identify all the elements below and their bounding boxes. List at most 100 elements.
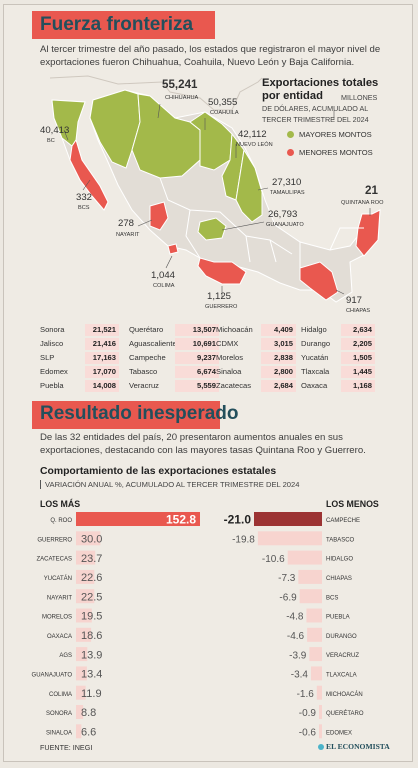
state-table-value: 21,416	[85, 338, 119, 350]
bar-top	[76, 550, 96, 565]
state-table-value: 3,015	[261, 338, 296, 350]
state-colima	[167, 243, 179, 255]
legend-dot-high	[287, 131, 294, 138]
bar-bottom	[307, 627, 322, 642]
section-title-1: Fuerza fronteriza	[40, 14, 194, 35]
bar-label-bottom: MICHOACÁN	[326, 691, 363, 698]
state-table-name: Querétaro	[129, 325, 164, 334]
bar-value-bottom: -21.0	[224, 512, 252, 526]
state-table-value: 13,507	[175, 324, 219, 336]
state-table-value: 2,634	[341, 324, 375, 336]
bar-value-top: 19.5	[81, 611, 102, 623]
bar-bottom	[309, 647, 322, 662]
bar-top	[76, 608, 92, 623]
border-line	[49, 75, 263, 111]
state-table-name: Tabasco	[129, 367, 158, 376]
leader-line	[335, 289, 345, 295]
bar-top	[76, 705, 84, 719]
bar-top	[76, 569, 95, 584]
bar-label-top: SONORA	[46, 711, 72, 717]
map-state-bcs: BCS	[78, 205, 90, 211]
bar-label-top: AGS	[59, 653, 72, 659]
map-state-tamaulipas: TAMAULIPAS	[270, 190, 305, 196]
bar-label-bottom: HIDALGO	[326, 557, 353, 563]
bar-label-bottom: CAMPECHE	[326, 518, 360, 524]
bar-label-top: MORELOS	[42, 615, 72, 621]
bar-bottom	[306, 608, 322, 623]
state-chiapas	[299, 261, 339, 301]
bar-value-top: 152.8	[166, 512, 196, 526]
legend-high: MAYORES MONTOS	[299, 130, 372, 139]
state-table-value: 17,070	[85, 366, 119, 378]
state-quintana-roo	[355, 209, 381, 257]
title-highlight-2	[32, 401, 220, 429]
bar-value-bottom: -0.9	[299, 708, 317, 719]
bar-value-top: 8.8	[81, 707, 96, 719]
state-table-value: 1,168	[341, 380, 375, 392]
map-state-bc: BC	[47, 138, 55, 144]
brand-logo-icon	[318, 744, 324, 750]
map-title: Exportaciones totales por entidad	[262, 77, 378, 103]
legend-low: MENORES MONTOS	[299, 148, 373, 157]
bar-top	[76, 589, 95, 604]
bar-value-bottom: -6.9	[279, 592, 297, 603]
bar-bottom	[287, 550, 322, 565]
bar-value-bottom: -4.6	[287, 631, 305, 642]
state-table-value: 1,505	[341, 352, 375, 364]
state-table-value: 6,674	[175, 366, 219, 378]
map-state-guerrero: GUERRERO	[205, 304, 238, 310]
chart-head-bottom: LOS MENOS	[326, 499, 379, 509]
map-title-line-1: Exportaciones totales	[262, 77, 379, 89]
state-guerrero	[197, 257, 247, 285]
state-table-value: 5,559	[175, 380, 219, 392]
bar-label-top: GUERRERO	[37, 537, 72, 543]
bar-label-bottom: EDOMEX	[326, 730, 352, 736]
chart-title: Comportamiento de las exportaciones esta…	[40, 466, 277, 477]
state-table-name: CDMX	[216, 339, 239, 348]
bar-value-bottom: -4.8	[286, 612, 304, 623]
map-subtitle-2: DE DÓLARES, ACUMULADO AL	[262, 104, 369, 113]
state-table-name: Sonora	[40, 325, 65, 334]
map-state-chiapas: CHIAPAS	[346, 308, 371, 314]
bar-bottom	[254, 512, 322, 526]
bar-bottom	[319, 705, 322, 719]
chart-head-top: LOS MÁS	[40, 499, 81, 509]
bar-label-top: Q. ROO	[50, 518, 72, 524]
bar-bottom	[319, 724, 322, 739]
map-state-guanajuato: GUANAJUATO	[266, 222, 304, 228]
bar-bottom	[310, 666, 322, 681]
map-value-tamaulipas: 27,310	[272, 177, 302, 188]
map-value-colima: 1,044	[151, 270, 176, 281]
brand: EL ECONOMISTA	[326, 742, 390, 751]
state-table-value: 21,521	[85, 324, 119, 336]
leader-line	[82, 179, 91, 191]
bar-value-top: 11.9	[81, 688, 102, 700]
bar-top	[76, 531, 101, 546]
bar-label-top: YUCATÁN	[44, 575, 72, 582]
subtitle-bar	[40, 480, 41, 489]
state-table-name: Campeche	[129, 353, 166, 362]
state-tamaulipas	[235, 148, 263, 223]
state-table-value: 2,800	[261, 366, 296, 378]
chart-subtitle: VARIACIÓN ANUAL %, ACUMULADO AL TERCER T…	[45, 480, 300, 489]
bar-label-bottom: TABASCO	[326, 537, 355, 543]
state-table-name: Michoacán	[216, 325, 253, 334]
bar-value-bottom: -0.6	[299, 728, 317, 739]
state-table-name: Aguascalientes	[129, 339, 181, 348]
state-table-name: Edomex	[40, 367, 68, 376]
map-subtitle-3: TERCER TRIMESTRE DEL 2024	[262, 115, 369, 124]
state-sonora	[89, 89, 141, 169]
state-chihuahua	[131, 93, 201, 179]
bar-bottom	[316, 685, 322, 700]
source-note: FUENTE: INEGI	[40, 743, 93, 752]
map-state-nuevo-leon: NUEVO LEÓN	[236, 142, 273, 148]
state-table-name: Hidalgo	[301, 325, 327, 334]
state-table-name: SLP	[40, 353, 55, 362]
map-value-quintana-roo: 21	[365, 184, 378, 197]
state-table-name: Oaxaca	[301, 381, 328, 390]
bar-value-bottom: -1.6	[297, 689, 315, 700]
leader-line	[157, 103, 161, 119]
